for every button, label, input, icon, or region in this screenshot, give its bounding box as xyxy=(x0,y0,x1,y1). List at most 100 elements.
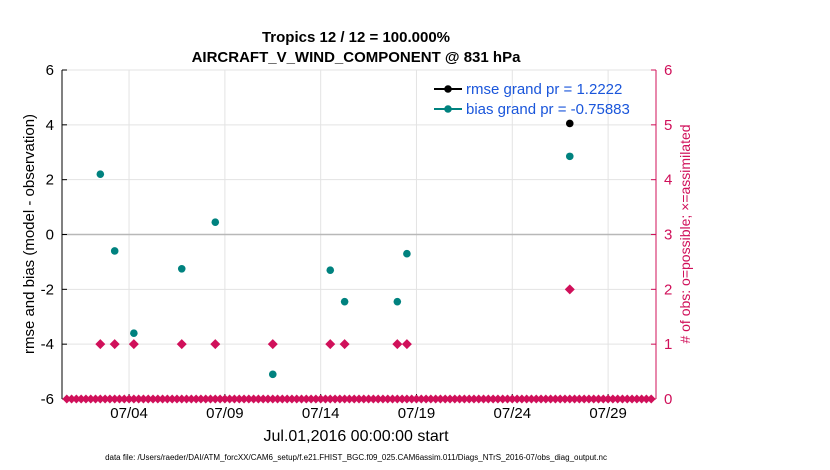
possible-obs-zero-marker xyxy=(138,394,148,404)
possible-obs-zero-marker xyxy=(263,394,273,404)
x-axis-label: Jul.01,2016 00:00:00 start xyxy=(263,428,449,445)
possible-obs-zero-marker xyxy=(517,394,527,404)
possible-obs-zero-marker xyxy=(277,394,287,404)
possible-obs-zero-marker xyxy=(86,394,96,404)
possible-obs-zero-marker xyxy=(297,394,307,404)
y-axis-label: rmse and bias (model - observation) xyxy=(21,114,38,354)
legend-entry: rmse grand pr = 1.2222 xyxy=(466,81,622,98)
rmse-point xyxy=(565,119,574,128)
possible-obs-zero-marker xyxy=(162,394,172,404)
possible-obs-zero-marker xyxy=(62,394,72,404)
possible-obs-zero-marker xyxy=(364,394,374,404)
possible-obs-zero-marker xyxy=(541,394,551,404)
y-tick-label: -4 xyxy=(41,336,54,353)
y2-tick-label: 1 xyxy=(664,336,672,353)
y-tick-label: 2 xyxy=(46,172,54,189)
possible-obs-zero-marker xyxy=(493,394,503,404)
bias-point xyxy=(393,297,402,306)
possible-obs-zero-marker xyxy=(306,394,316,404)
possible-obs-zero-marker xyxy=(603,394,613,404)
possible-obs-zero-marker xyxy=(191,394,201,404)
possible-obs-zero-marker xyxy=(627,394,637,404)
possible-obs-zero-marker xyxy=(503,394,512,404)
y2-tick-label: 6 xyxy=(664,62,672,79)
x-tick-label: 07/24 xyxy=(494,405,532,422)
possible-obs-zero-marker xyxy=(469,394,479,404)
possible-obs-zero-marker xyxy=(301,394,311,404)
x-tick-label: 07/19 xyxy=(398,405,436,422)
possible-obs-marker xyxy=(109,339,120,350)
possible-obs-zero-marker xyxy=(440,394,450,404)
possible-obs-marker xyxy=(564,284,575,295)
possible-obs-zero-marker xyxy=(134,394,144,404)
possible-obs-marker xyxy=(210,339,221,350)
y2-tick-label: 4 xyxy=(664,172,672,189)
bias-point xyxy=(110,247,119,255)
legend-entry: bias grand pr = -0.75883 xyxy=(466,101,630,118)
possible-obs-marker xyxy=(325,339,336,350)
x-tick-label: 07/04 xyxy=(110,405,148,422)
possible-obs-zero-marker xyxy=(292,394,302,404)
y-tick-label: 6 xyxy=(46,62,54,79)
possible-obs-zero-marker xyxy=(182,394,192,404)
y2-tick-label: 2 xyxy=(664,281,672,298)
bias-point xyxy=(565,152,574,161)
possible-obs-zero-marker xyxy=(359,394,369,404)
possible-obs-zero-marker xyxy=(316,394,326,404)
possible-obs-zero-marker xyxy=(416,394,426,404)
possible-obs-zero-marker xyxy=(455,394,465,404)
bias-point xyxy=(326,266,335,274)
possible-obs-zero-marker xyxy=(450,394,460,404)
y2-tick-label: 0 xyxy=(664,391,672,408)
possible-obs-zero-marker xyxy=(435,394,445,404)
possible-obs-zero-marker xyxy=(579,394,589,404)
possible-obs-zero-marker xyxy=(67,394,77,404)
grid xyxy=(62,69,656,400)
y-tick-label: -6 xyxy=(41,391,54,408)
possible-obs-zero-marker xyxy=(632,394,642,404)
possible-obs-zero-marker xyxy=(244,394,254,404)
possible-obs-zero-marker xyxy=(143,394,153,404)
chart-title-line1: Tropics 12 / 12 = 100.000% xyxy=(262,29,450,46)
possible-obs-zero-marker xyxy=(354,394,364,404)
y-tick-label: 4 xyxy=(46,117,54,134)
possible-obs-zero-marker xyxy=(225,394,235,404)
possible-obs-zero-marker xyxy=(349,394,359,404)
possible-obs-zero-marker xyxy=(335,394,345,404)
legend-marker xyxy=(444,105,452,113)
x-tick-label: 07/09 xyxy=(206,405,244,422)
possible-obs-zero-marker xyxy=(570,394,580,404)
possible-obs-zero-marker xyxy=(91,394,101,404)
possible-obs-zero-marker xyxy=(229,394,239,404)
y2-tick-label: 3 xyxy=(664,227,672,244)
possible-obs-zero-marker xyxy=(81,394,91,404)
possible-obs-zero-marker xyxy=(249,394,259,404)
possible-obs-zero-marker xyxy=(95,394,105,404)
possible-obs-zero-marker xyxy=(464,394,474,404)
possible-obs-marker xyxy=(267,339,278,350)
possible-obs-marker xyxy=(176,339,187,350)
possible-obs-zero-marker xyxy=(646,394,656,404)
possible-obs-zero-marker xyxy=(100,394,110,404)
possible-obs-zero-marker xyxy=(124,394,134,404)
possible-obs-zero-marker xyxy=(397,394,407,404)
x-tick-label: 07/29 xyxy=(589,405,627,422)
possible-obs-zero-marker xyxy=(220,394,230,404)
footer-data-file: data file: /Users/raeder/DAI/ATM_forcXX/… xyxy=(105,453,607,462)
possible-obs-zero-marker xyxy=(253,394,263,404)
possible-obs-zero-marker xyxy=(617,394,627,404)
possible-obs-zero-marker xyxy=(407,394,417,404)
legend-marker xyxy=(444,85,452,93)
data-marks xyxy=(62,119,656,404)
possible-obs-zero-marker xyxy=(531,394,541,404)
possible-obs-zero-marker xyxy=(311,394,321,404)
possible-obs-zero-marker xyxy=(483,394,493,404)
y-tick-label: 0 xyxy=(46,227,54,244)
possible-obs-zero-marker xyxy=(368,394,378,404)
possible-obs-zero-marker xyxy=(186,394,196,404)
x-tick-label: 07/14 xyxy=(302,405,340,422)
possible-obs-zero-marker xyxy=(273,394,283,404)
possible-obs-zero-marker xyxy=(383,394,393,404)
possible-obs-zero-marker xyxy=(488,394,498,404)
possible-obs-marker xyxy=(128,339,139,350)
